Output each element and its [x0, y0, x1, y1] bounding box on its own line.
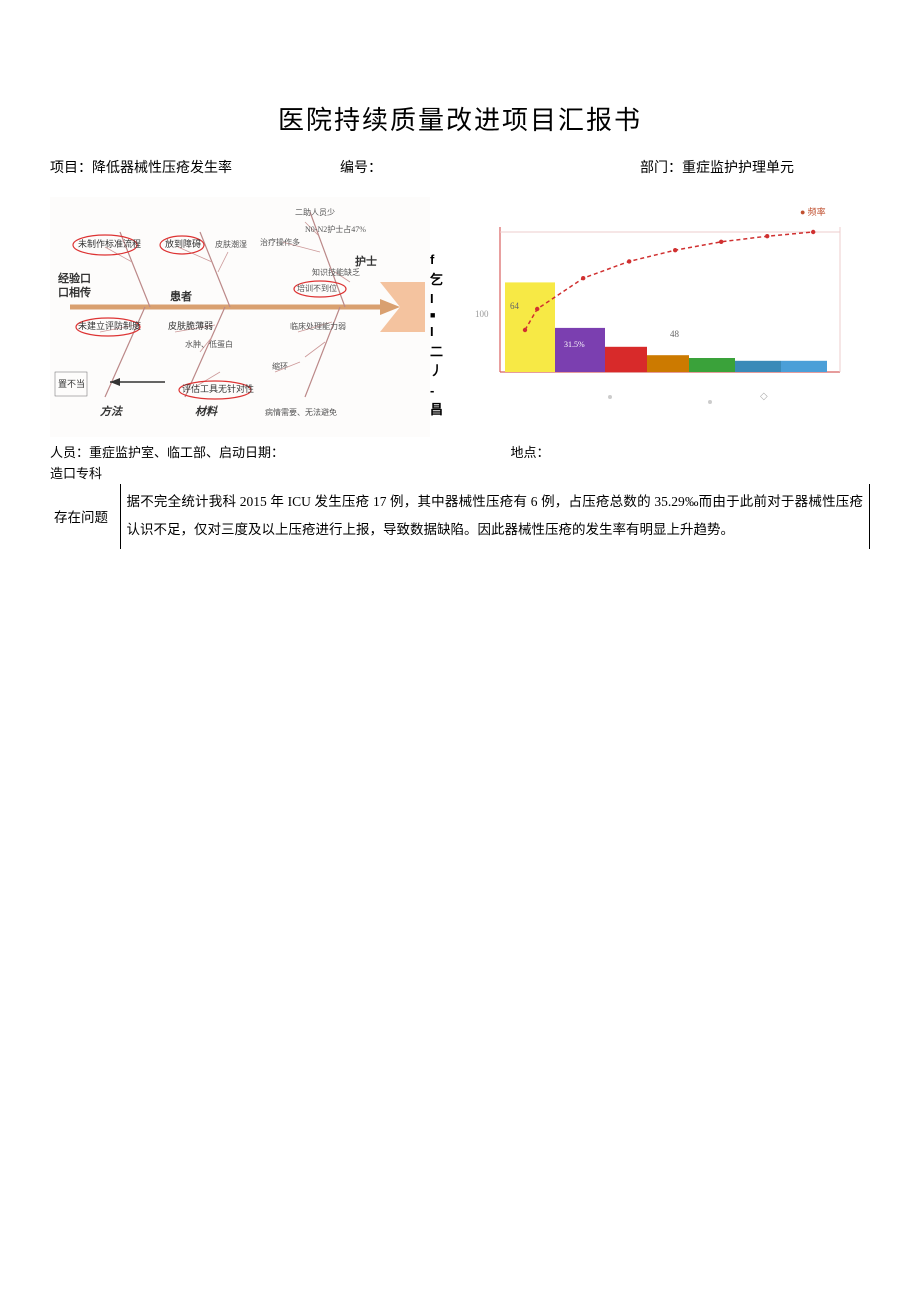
pareto-bar: [555, 328, 605, 372]
fb-mid-label: 口相传: [58, 285, 91, 299]
fb-label: N0-N2护士占47%: [305, 224, 366, 234]
pareto-chart: ● 频率 100 64 48 31.5% ◇: [450, 197, 870, 437]
pareto-bar: [605, 347, 647, 372]
y-tick-label: 100: [475, 309, 489, 319]
fb-label: 水肿、低蛋白: [185, 339, 233, 349]
code-label: 编号：: [340, 161, 382, 176]
dept-label: 部门：: [640, 161, 682, 176]
fb-label: 培训不到位: [297, 283, 337, 293]
fb-label: 皮肤脆薄弱: [168, 320, 213, 331]
pareto-bar: [781, 361, 827, 372]
cum-point: [535, 307, 539, 311]
fb-mid-label: 经验口: [58, 271, 91, 285]
dept-field: 部门：重症监护护理单元: [640, 157, 870, 177]
fb-label: 评估工具无针对性: [182, 383, 254, 394]
cum-point: [523, 328, 527, 332]
bar-value-48: 48: [670, 329, 680, 339]
pareto-bar: [689, 358, 735, 372]
fb-label: 置不当: [58, 378, 85, 389]
fb-label: 放到障碍: [165, 238, 201, 249]
pareto-svg: ● 频率 100 64 48 31.5% ◇: [450, 197, 870, 437]
fb-label: 缩环: [272, 361, 288, 371]
cum-point: [719, 240, 723, 244]
mid-glyph: I: [430, 322, 443, 342]
fb-label: 临床处理能力弱: [290, 321, 346, 331]
info-row-1: 人员：重症监护室、临工部、启动日期： 地点：: [50, 442, 870, 461]
mid-glyph: 乞: [430, 270, 443, 290]
problem-content-cell: 据不完全统计我科 2015 年 ICU 发生压疮 17 例，其中器械性压疮有 6…: [120, 484, 870, 549]
fb-label: 皮肤潮湿: [215, 239, 247, 249]
location-label: 地点：: [511, 445, 550, 460]
fishbone-diagram: 未制作标准流程 放到障碍 皮肤潮湿 二助人员少 N0-N2护士占47% 治疗操作…: [50, 197, 430, 437]
mid-glyph: I: [430, 289, 443, 309]
cum-point: [765, 234, 769, 238]
pareto-bar: [505, 282, 555, 372]
bar-value-64: 64: [510, 301, 520, 311]
bar-pct-label: 31.5%: [564, 340, 585, 349]
mid-glyph: 丿: [430, 361, 443, 381]
pareto-bar: [647, 355, 689, 372]
dept-value: 重症监护护理单元: [682, 161, 794, 176]
project-value: 降低器械性压疮发生率: [92, 161, 232, 176]
mid-glyph: 二: [430, 342, 443, 362]
fb-label: 病情需要、无法避免: [265, 407, 337, 417]
problem-table: 存在问题 据不完全统计我科 2015 年 ICU 发生压疮 17 例，其中器械性…: [50, 484, 870, 549]
mid-glyph: ■: [430, 309, 443, 323]
fishbone-bg: [50, 197, 430, 437]
cum-point: [627, 259, 631, 263]
fb-label: 未建立评防制度: [78, 320, 141, 331]
cum-point: [581, 276, 585, 280]
mid-glyph: 昌: [430, 400, 443, 420]
fb-label: 二助人员少: [295, 207, 335, 217]
page-title: 医院持续质量改进项目汇报书: [50, 100, 870, 137]
code-field: 编号：: [340, 157, 640, 177]
fb-label: 治疗操作多: [260, 237, 300, 247]
cum-point: [673, 248, 677, 252]
fb-effect-label: 护士: [355, 254, 377, 268]
fb-mid-label: 患者: [170, 289, 192, 303]
pareto-bar: [735, 361, 781, 372]
mid-glyph-column: f 乞 I ■ I 二 丿 - 昌: [430, 250, 443, 420]
diagrams-row: 未制作标准流程 放到障碍 皮肤潮湿 二助人员少 N0-N2护士占47% 治疗操作…: [50, 197, 870, 437]
header-row: 项目：降低器械性压疮发生率 编号： 部门：重症监护护理单元: [50, 157, 870, 177]
problem-label-cell: 存在问题: [50, 484, 120, 549]
fb-label: 未制作标准流程: [78, 238, 141, 249]
cum-point: [811, 230, 815, 234]
project-label: 项目：: [50, 161, 92, 176]
fb-label: 知识技能缺乏: [312, 267, 360, 277]
mid-glyph: f: [430, 250, 443, 270]
fb-cat-label: 方法: [100, 405, 123, 418]
specialty-value: 造口专科: [50, 466, 102, 481]
personnel-value: 重症监护室、临工部、启动日期：: [89, 445, 284, 460]
personnel-label: 人员：: [50, 445, 89, 460]
svg-text:◇: ◇: [760, 391, 768, 402]
table-row: 存在问题 据不完全统计我科 2015 年 ICU 发生压疮 17 例，其中器械性…: [50, 484, 870, 549]
pareto-legend: ● 频率: [800, 206, 826, 217]
info-row-2: 造口专科 存在问题 据不完全统计我科 2015 年 ICU 发生压疮 17 例，…: [50, 463, 870, 549]
mid-glyph: -: [430, 381, 443, 401]
fb-cat-label: 材料: [195, 405, 218, 418]
project-field: 项目：降低器械性压疮发生率: [50, 157, 340, 177]
